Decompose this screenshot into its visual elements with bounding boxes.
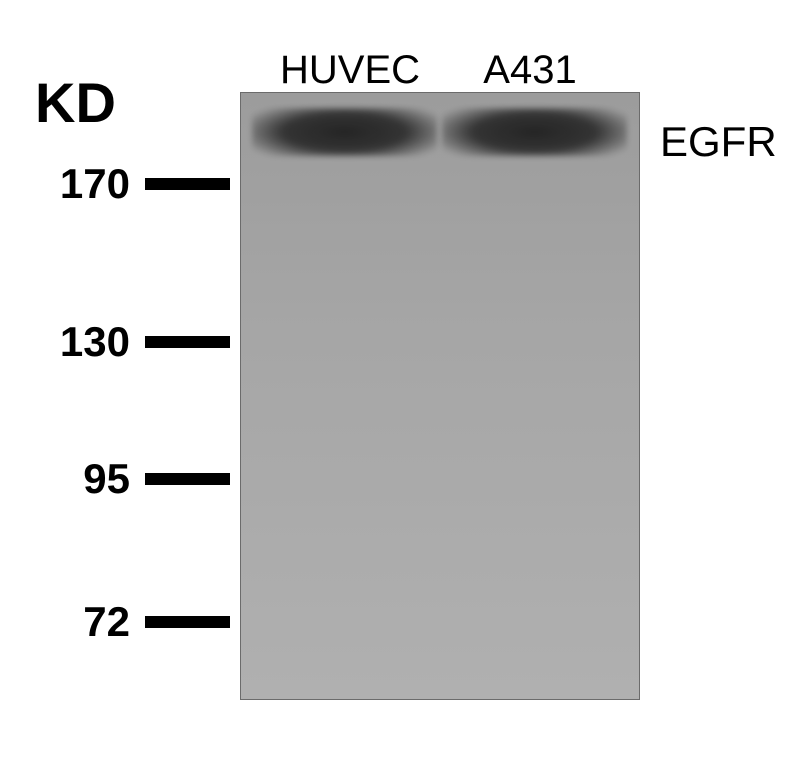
- band-a431-egfr: [442, 108, 627, 156]
- mw-label-170: 170: [10, 160, 130, 208]
- mw-tick-170: [145, 178, 230, 190]
- mw-tick-95: [145, 473, 230, 485]
- blot-background: [240, 92, 640, 700]
- kd-header-label: KD: [35, 70, 116, 135]
- mw-tick-72: [145, 616, 230, 628]
- protein-label-egfr: EGFR: [660, 118, 777, 166]
- western-blot-figure: KD 170 130 95 72 HUVEC A431 EGFR: [0, 0, 800, 759]
- band-huvec-egfr: [252, 108, 437, 156]
- lane-label-huvec: HUVEC: [260, 48, 440, 93]
- lane-label-a431: A431: [455, 48, 605, 93]
- mw-tick-130: [145, 336, 230, 348]
- blot-membrane: [240, 92, 640, 700]
- mw-label-72: 72: [10, 598, 130, 646]
- mw-label-130: 130: [10, 318, 130, 366]
- mw-label-95: 95: [10, 455, 130, 503]
